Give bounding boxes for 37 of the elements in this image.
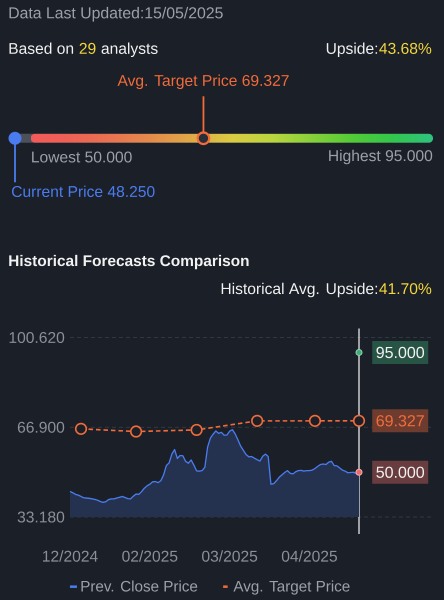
y-tick-label: 100.620 [10, 332, 64, 344]
data-label: 69.327 [376, 415, 424, 426]
chart-title: Historical Forecasts Comparison [9, 254, 249, 270]
x-tick-label: 02/2025 [122, 550, 178, 562]
text: Upside: [326, 42, 378, 58]
point [251, 414, 264, 427]
point [190, 424, 203, 436]
data-label: 50.000 [376, 466, 424, 478]
y-tick-label: 66.900 [18, 422, 64, 433]
data-label: 95.000 [376, 346, 424, 358]
point [74, 422, 88, 435]
data-label: 48.250 [108, 186, 155, 198]
x-tick-label: 04/2025 [282, 550, 337, 562]
text: 41.70% [379, 283, 432, 294]
text: 43.68% [379, 42, 432, 54]
x-tick-label: 03/2025 [202, 550, 258, 562]
text: Historical Avg. Upside: [222, 282, 378, 298]
point [356, 348, 363, 356]
category-label: Lowest [32, 152, 80, 163]
y-tick-label: 33.180 [18, 511, 64, 523]
point [130, 425, 142, 438]
text: analysts [102, 42, 158, 58]
point [352, 414, 366, 427]
data-label: 69.327 [242, 74, 289, 86]
legend-label: Prev. Close Price [81, 580, 198, 592]
text: Based on [9, 42, 74, 54]
data-label: 95.000 [386, 150, 432, 162]
point [356, 468, 363, 476]
text: 29 [80, 42, 96, 54]
x-tick-label: 12/2024 [42, 550, 98, 562]
category-label: Current Price [12, 186, 102, 198]
point [308, 414, 322, 427]
category-label: Highest [329, 150, 381, 164]
text: Data Last Updated:15/05/2025 [9, 6, 223, 22]
data-label: 50.000 [85, 151, 132, 163]
category-label: Avg. Target Price [117, 74, 237, 90]
legend-label: Avg. Target Price [233, 580, 350, 595]
